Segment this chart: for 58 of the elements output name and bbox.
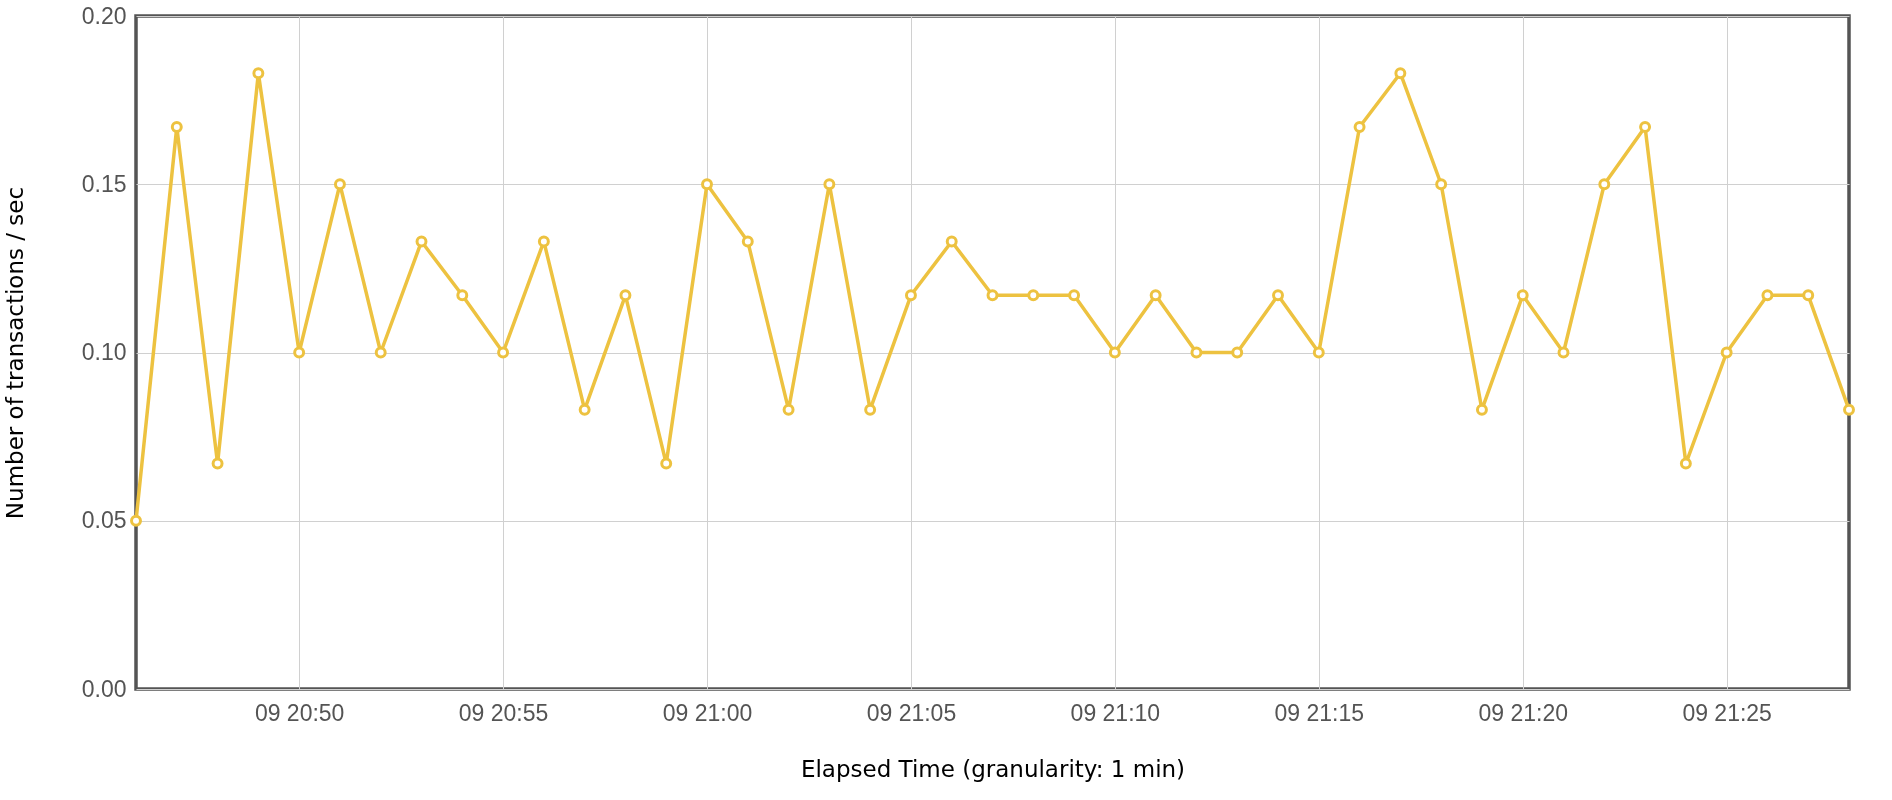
- point: [619, 289, 632, 302]
- point: [537, 235, 550, 248]
- point: [1720, 346, 1733, 359]
- point: [497, 346, 510, 359]
- x-tick-label: 09 20:50: [254, 699, 345, 726]
- point: [1108, 346, 1121, 359]
- y-axis-title: Number of transactions / sec: [1, 186, 28, 520]
- x-tick-label: 09 20:55: [458, 699, 549, 726]
- point: [1394, 67, 1407, 80]
- point: [1475, 403, 1488, 416]
- point: [1843, 403, 1855, 416]
- point: [170, 121, 183, 134]
- point: [1312, 346, 1325, 359]
- point: [1435, 178, 1448, 191]
- point: [1761, 289, 1774, 302]
- y-tick-label: 0.05: [81, 507, 127, 534]
- y-tick-label: 0.15: [81, 170, 127, 197]
- point: [741, 235, 754, 248]
- point: [823, 178, 836, 191]
- point: [1679, 457, 1692, 470]
- x-tick-label: 09 21:05: [866, 699, 957, 726]
- y-tick-label: 0.20: [81, 2, 127, 29]
- x-tick-label: 09 21:25: [1682, 699, 1772, 726]
- point: [904, 289, 917, 302]
- point: [130, 514, 142, 527]
- point: [1598, 178, 1611, 191]
- point: [1190, 346, 1203, 359]
- point: [1516, 289, 1529, 302]
- point: [701, 178, 713, 191]
- y-tick-label: 0.00: [81, 675, 127, 702]
- point: [252, 67, 265, 80]
- point: [578, 403, 591, 416]
- point: [1272, 289, 1284, 302]
- point: [415, 235, 428, 248]
- point: [1639, 121, 1652, 134]
- point: [1068, 289, 1081, 302]
- point: [1353, 121, 1366, 134]
- point: [211, 457, 224, 470]
- point: [945, 235, 958, 248]
- point: [864, 403, 877, 416]
- x-tick-label: 09 21:15: [1274, 699, 1365, 726]
- x-tick-label: 09 21:00: [662, 699, 753, 726]
- point: [293, 346, 306, 359]
- x-axis-title: Elapsed Time (granularity: 1 min): [800, 755, 1186, 782]
- point: [660, 457, 673, 470]
- point: [456, 289, 469, 302]
- point: [333, 178, 346, 191]
- point: [1231, 346, 1244, 359]
- point: [782, 403, 795, 416]
- point: [1802, 289, 1815, 302]
- point: [374, 346, 387, 359]
- x-tick-label: 09 21:10: [1070, 699, 1161, 726]
- point: [1149, 289, 1162, 302]
- y-tick-label: 0.10: [81, 339, 127, 365]
- point: [986, 289, 999, 302]
- point: [1557, 346, 1570, 359]
- x-tick-label: 09 21:20: [1478, 699, 1568, 726]
- point: [1027, 289, 1040, 302]
